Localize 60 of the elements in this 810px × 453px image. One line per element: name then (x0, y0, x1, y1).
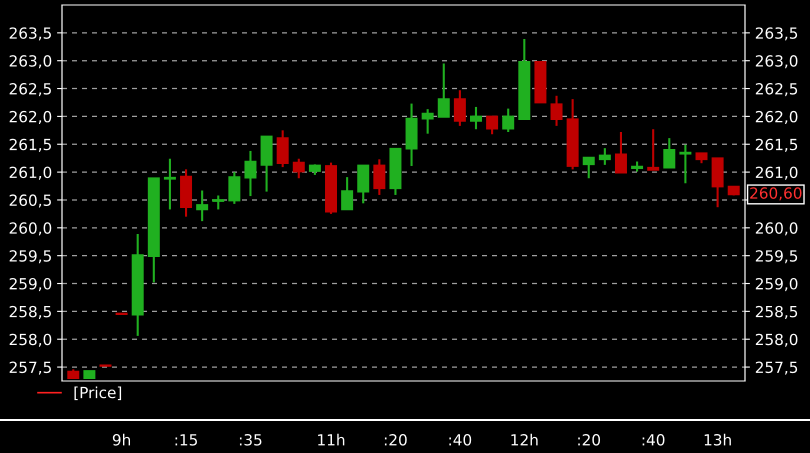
x-tick-label: :15 (176, 434, 197, 446)
candlestick (373, 158, 386, 196)
y-tick-label: 260,5 (10, 194, 51, 208)
y-tick-label: 262,0 (10, 110, 52, 124)
x-tick-label: 11h (318, 434, 344, 446)
candlestick (292, 158, 305, 180)
y2-tick-label: 258,5 (756, 306, 798, 319)
y2-tick-label: 259,0 (756, 278, 798, 292)
candlestick (663, 137, 676, 170)
x-tick-label: :20 (384, 434, 407, 446)
x-tick-label: 9h (112, 434, 130, 446)
y-tick-label: 261,5 (10, 138, 51, 152)
y-tick-label: 262,5 (10, 83, 51, 96)
x-tick-label: 12h (511, 434, 538, 446)
y-tick-label: 260,0 (10, 222, 52, 236)
candlestick (422, 108, 434, 135)
y2-tick-label: 259,5 (756, 250, 798, 264)
y2-tick-label: 262,0 (756, 110, 798, 124)
y2-tick-label: 260,0 (756, 222, 798, 236)
x-tick-label: :40 (642, 434, 664, 446)
y-tick-label: 258,5 (10, 306, 51, 319)
candlestick (244, 150, 256, 198)
x-tick-label: :20 (578, 434, 600, 446)
y2-tick-label: 261,5 (756, 138, 798, 152)
candlestick (454, 89, 466, 127)
candlestick (212, 194, 224, 210)
y-tick-label: 259,0 (10, 278, 52, 292)
candlestick (486, 115, 498, 136)
y-tick-label: 261,0 (10, 166, 52, 180)
x-tick-label: :35 (240, 434, 262, 446)
candlestick (470, 106, 482, 130)
y-tick-label: 263,5 (10, 27, 51, 40)
y2-tick-label: 257,5 (756, 362, 798, 375)
candlestick (164, 158, 176, 210)
candlestick (598, 147, 611, 166)
y2-tick-label: 262,5 (756, 83, 798, 96)
candlestick (582, 156, 595, 180)
candlestick (614, 130, 627, 174)
candlestick (631, 160, 644, 173)
y-tick-label: 259,5 (10, 250, 51, 264)
text: 260,60 (750, 187, 802, 200)
y-tick-label: 257,5 (10, 362, 51, 375)
y-tick-label: 258,0 (10, 334, 52, 347)
x-tick-label: 13h (704, 434, 731, 446)
candlestick (341, 176, 354, 210)
candlestick (502, 108, 514, 134)
x-tick-label: :40 (449, 434, 472, 446)
candlestick (228, 171, 240, 205)
y2-tick-label: 263,0 (756, 55, 798, 68)
y2-tick-label: 258,0 (756, 334, 798, 347)
candlestick (696, 152, 708, 164)
candlestick (679, 144, 692, 184)
candlestick (196, 189, 208, 222)
candlestick (647, 128, 660, 171)
candlestick (550, 94, 563, 127)
series-label: [Price] (74, 386, 122, 400)
candlestick (438, 62, 450, 118)
y2-tick-label: 263,5 (756, 27, 798, 40)
y-tick-label: 263,0 (10, 55, 52, 68)
y2-tick-label: 261,0 (756, 166, 798, 180)
